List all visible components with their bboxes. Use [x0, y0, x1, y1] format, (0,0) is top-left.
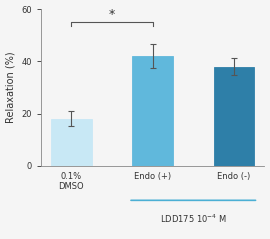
- Text: *: *: [109, 8, 115, 21]
- Bar: [214, 66, 254, 166]
- Y-axis label: Relaxation (%): Relaxation (%): [6, 52, 16, 123]
- Text: LDD175 10$^{-4}$ M: LDD175 10$^{-4}$ M: [160, 213, 227, 225]
- Bar: [51, 119, 92, 166]
- Bar: [132, 56, 173, 166]
